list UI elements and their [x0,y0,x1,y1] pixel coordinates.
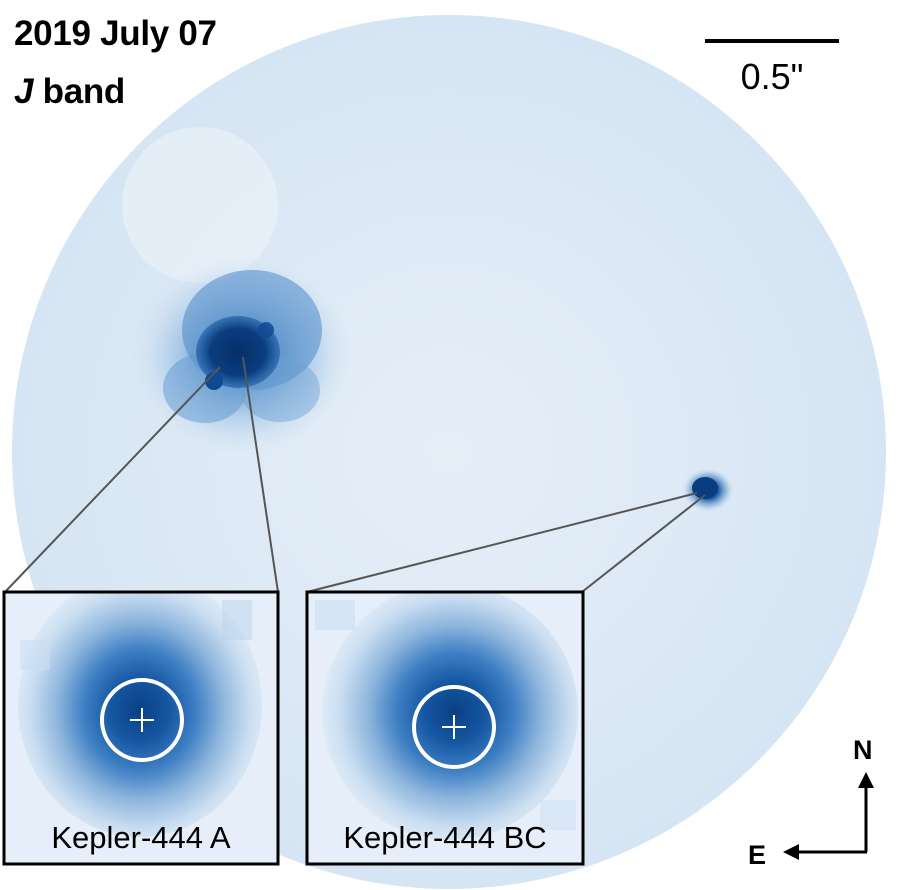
inset-kepler-444-bc [305,590,585,866]
centroid-circle-bc [412,685,496,769]
scale-bar-label: 0.5" [740,56,804,97]
inset-label-bc: Kepler-444 BC [343,820,547,855]
north-arrowhead-icon [858,772,874,788]
leader-line-a-right [242,356,279,593]
band-word: band [42,72,126,111]
scale-bar [705,39,839,43]
field-artifact [122,127,278,283]
leader-line-bc-left [306,492,698,593]
centroid-circle-a [100,678,184,762]
east-arrowhead-icon [783,844,799,860]
star-kepler-444-bc [682,468,734,512]
leader-line-a-left [4,366,221,593]
inset-kepler-444-a [2,590,280,866]
east-label: E [748,840,767,870]
centroid-cross-a [130,708,154,732]
compass [783,772,874,860]
centroid-cross-bc [442,715,466,739]
north-label: N [853,735,873,765]
band-label: J band [14,72,125,112]
observation-date: 2019 July 07 [14,14,217,53]
inset-label-a: Kepler-444 A [51,820,231,855]
band-letter: J [14,72,34,111]
leader-line-bc-right [581,494,706,593]
leader-lines [4,356,706,593]
